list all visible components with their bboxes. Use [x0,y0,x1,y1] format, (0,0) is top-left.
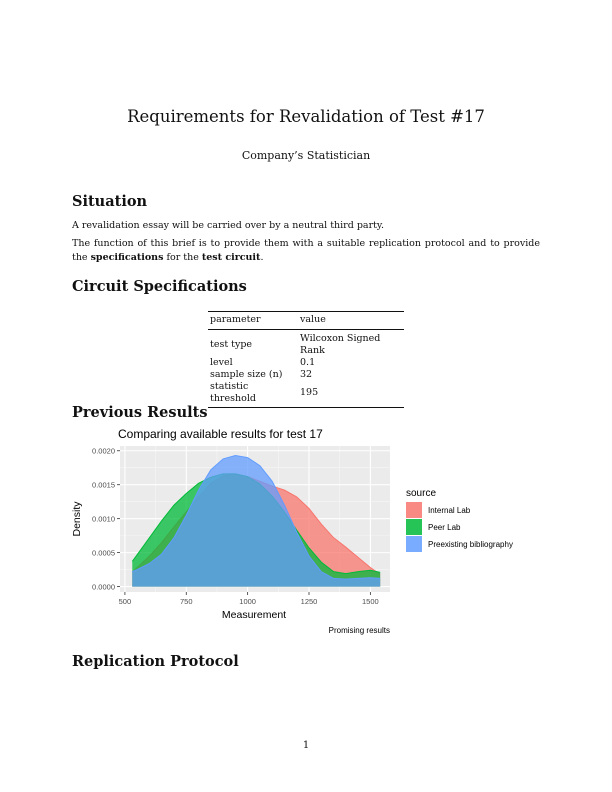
table-cell-parameter: level [210,357,233,368]
y-tick-label: 0.0005 [92,548,115,557]
y-tick-label: 0.0020 [92,447,115,456]
table-cell-value: 32 [300,369,313,380]
legend-label: Preexisting bibliography [428,540,513,549]
x-axis: 500 750 1000 1250 1500 [119,592,379,606]
heading-situation: Situation [72,193,148,210]
situation-paragraph-2: The function of this brief is to provide… [72,237,540,265]
x-tick-label: 500 [119,597,132,606]
x-tick-label: 1250 [301,597,318,606]
y-tick-label: 0.0010 [92,514,115,523]
situation-paragraph-1: A revalidation essay will be carried ove… [72,220,385,231]
table-row: sample size (n) 32 [208,369,404,381]
legend-title: source [406,488,436,499]
y-tick-label: 0.0000 [92,582,115,591]
y-axis: 0.0000 0.0005 0.0010 0.0015 0.0020 [92,447,120,591]
table-cell-parameter: sample size (n) [210,369,283,380]
x-tick-label: 1000 [239,597,256,606]
table-row: statistic threshold 195 [208,381,404,408]
y-axis-label: Density [71,501,83,537]
x-tick-label: 750 [180,597,193,606]
heading-previous-results: Previous Results [72,404,208,421]
document-title: Requirements for Revalidation of Test #1… [127,107,485,126]
heading-circuit-specifications: Circuit Specifications [72,278,247,295]
density-line-2 [132,454,381,580]
density-chart: Comparing available results for test 17 … [66,422,546,638]
chart-title: Comparing available results for test 17 [118,427,323,441]
density-areas [131,454,381,587]
chart-caption: Promising results [329,626,390,635]
heading-replication-protocol: Replication Protocol [72,653,239,670]
legend: Internal Lab Peer Lab Preexisting bibliogr… [406,502,513,552]
situation-text-1: The function of this brief is to provide… [72,238,540,263]
table-cell-parameter: statistic threshold [210,381,256,404]
density-chart-svg: Comparing available results for test 17 … [71,427,513,635]
legend-swatch [406,502,422,518]
table-cell-value: Wilcoxon Signed Rank [300,333,381,356]
specifications-emphasis: specifications [90,252,164,263]
legend-swatch [406,536,422,552]
table-row: test type Wilcoxon Signed Rank [208,330,404,358]
page-number: 1 [302,740,310,751]
table-cell-value: 195 [300,387,319,398]
y-tick-label: 0.0015 [92,481,115,490]
situation-text-2: for the [163,252,202,263]
table-row: level 0.1 [208,357,404,369]
legend-swatch [406,519,422,535]
table-cell-parameter: test type [210,339,253,350]
table-header-row: parameter value [208,311,404,330]
x-axis-label: Measurement [222,609,286,621]
legend-label: Internal Lab [428,506,471,515]
specifications-table: parameter value test type Wilcoxon Signe… [208,311,404,408]
x-tick-label: 1500 [362,597,379,606]
table-header-parameter: parameter [208,311,298,330]
document-author: Company’s Statistician [241,149,371,162]
situation-text-3: . [260,252,264,263]
table-cell-value: 0.1 [300,357,316,368]
test-circuit-emphasis: test circuit [201,252,261,263]
table-header-value: value [298,311,404,330]
density-area-2 [132,455,381,587]
legend-label: Peer Lab [428,523,461,532]
